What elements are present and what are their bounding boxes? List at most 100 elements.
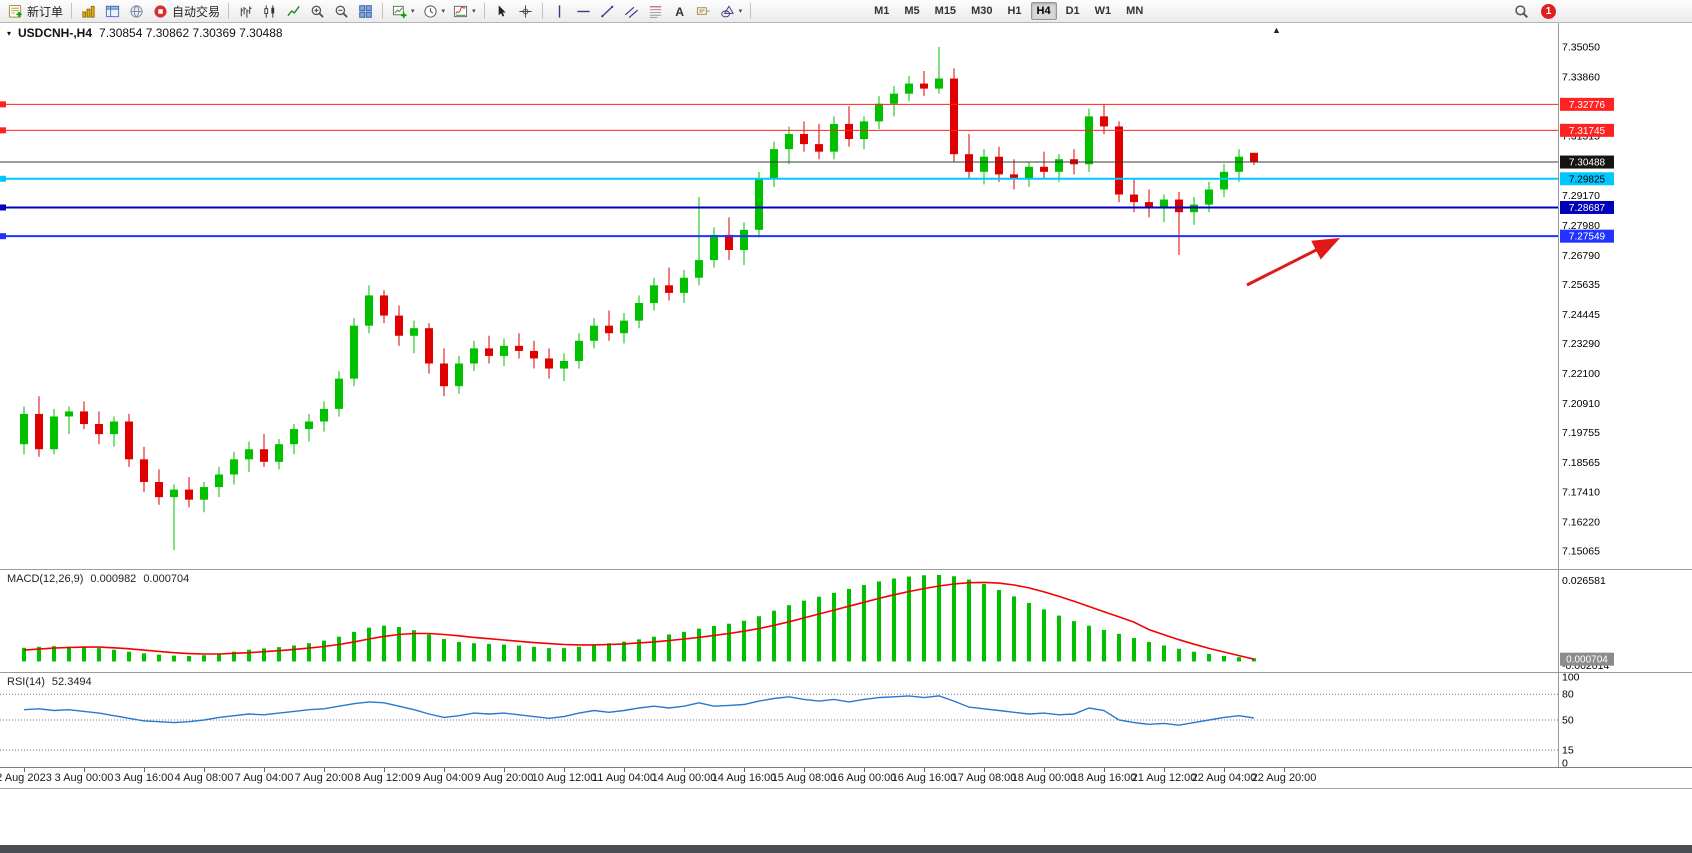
- macd-histogram-bar: [607, 643, 611, 662]
- zoom-in-button[interactable]: [306, 2, 329, 21]
- macd-histogram-bar: [1012, 596, 1016, 662]
- candle: [770, 141, 778, 187]
- search-icon: [1513, 3, 1530, 20]
- time-tick: [1104, 768, 1105, 772]
- time-label: 10 Aug 12:00: [531, 772, 597, 784]
- main-price-chart[interactable]: 7.350507.338607.315157.291707.279807.267…: [0, 23, 1692, 569]
- candle: [590, 318, 598, 349]
- macd-histogram-bar: [397, 626, 401, 662]
- candle: [1010, 159, 1018, 190]
- line-chart-button[interactable]: [282, 2, 305, 21]
- zoom-in-icon: [309, 3, 326, 20]
- time-axis[interactable]: 2 Aug 2023 3 Aug 00:00 3 Aug 16:00 4 Aug 08…: [0, 767, 1692, 789]
- rsi-axis-label: 80: [1562, 689, 1574, 701]
- macd-histogram-bar: [1222, 655, 1226, 662]
- text-label-button[interactable]: [692, 2, 715, 21]
- tf-m15-button[interactable]: M15: [934, 5, 957, 17]
- macd-histogram-bar: [127, 651, 131, 662]
- tf-d1-button[interactable]: D1: [1065, 5, 1080, 17]
- new-chart-button[interactable]: ▾: [388, 2, 418, 21]
- arrows-shapes-button[interactable]: ▾: [716, 2, 746, 21]
- indicators-button[interactable]: ▾: [449, 2, 479, 21]
- tf-m1-button[interactable]: M1: [874, 5, 890, 17]
- autotrading-button[interactable]: 自动交易: [149, 2, 223, 21]
- dropdown-caret-icon[interactable]: ▾: [738, 7, 743, 15]
- candle: [665, 267, 673, 301]
- candle: [140, 446, 148, 493]
- market-watch-button[interactable]: [101, 2, 124, 21]
- line-anchor-handle[interactable]: [0, 127, 6, 134]
- trendline-icon: [599, 3, 616, 20]
- price-axis-label: 7.20910: [1562, 398, 1600, 410]
- macd-histogram-bar: [247, 649, 251, 662]
- tf-h4-button[interactable]: H4: [1030, 2, 1057, 20]
- time-tick: [624, 768, 625, 772]
- dropdown-caret-icon[interactable]: ▾: [472, 7, 476, 15]
- new-order-button[interactable]: 新订单: [4, 2, 66, 21]
- candle: [155, 469, 163, 505]
- vertical-line-button[interactable]: [548, 2, 571, 21]
- line-anchor-handle[interactable]: [0, 204, 6, 211]
- macd-histogram-bar: [727, 623, 731, 662]
- chart-title: ▾ USDCNH-,H4 7.30854 7.30862 7.30369 7.3…: [7, 26, 283, 40]
- data-window-button[interactable]: [125, 2, 148, 21]
- charts-toolbar-button[interactable]: [77, 2, 100, 21]
- chart-corner-arrow[interactable]: ▲: [1272, 25, 1281, 35]
- tf-m5-button[interactable]: M5: [904, 5, 920, 17]
- candlestick-chart-button[interactable]: [258, 2, 281, 21]
- line-anchor-handle[interactable]: [0, 101, 6, 108]
- tf-mn-button[interactable]: MN: [1126, 5, 1144, 17]
- time-label: 17 Aug 08:00: [951, 772, 1017, 784]
- macd-histogram-bar: [172, 655, 176, 662]
- candle: [485, 335, 493, 364]
- cursor-button[interactable]: [490, 2, 513, 21]
- chart-dropdown-caret[interactable]: ▾: [7, 28, 12, 38]
- fibonacci-button[interactable]: [644, 2, 667, 21]
- toolbar-separator: [483, 3, 485, 19]
- time-label: 9 Aug 04:00: [414, 772, 474, 784]
- dropdown-caret-icon[interactable]: ▾: [441, 7, 446, 15]
- macd-histogram-bar: [637, 639, 641, 662]
- candle: [695, 197, 703, 286]
- search-button[interactable]: [1510, 2, 1533, 21]
- macd-value-badge: [1560, 652, 1614, 666]
- tf-h1-button[interactable]: H1: [1007, 5, 1022, 17]
- text-button[interactable]: A: [668, 2, 691, 21]
- bar-chart-button[interactable]: [234, 2, 257, 21]
- horizontal-line-button[interactable]: [572, 2, 595, 21]
- price-badge-label: 7.30488: [1569, 158, 1606, 169]
- line-anchor-handle[interactable]: [0, 233, 6, 240]
- arrow-annotation[interactable]: [1246, 237, 1341, 287]
- time-label: 14 Aug 00:00: [651, 772, 717, 784]
- price-axis-label: 7.33860: [1562, 72, 1600, 84]
- time-tick: [24, 768, 25, 772]
- candle: [80, 401, 88, 430]
- candle: [785, 126, 793, 165]
- crosshair-button[interactable]: [514, 2, 537, 21]
- macd-histogram-bar: [502, 644, 506, 662]
- tf-w1-button[interactable]: W1: [1094, 5, 1112, 17]
- macd-histogram-bar: [1042, 609, 1046, 662]
- time-tick: [984, 768, 985, 772]
- candle: [290, 424, 298, 455]
- notification-badge[interactable]: 1: [1541, 3, 1556, 19]
- candle: [500, 338, 508, 367]
- macd-histogram-bar: [712, 625, 716, 662]
- candle: [185, 476, 193, 508]
- equidistant-channel-button[interactable]: [620, 2, 643, 21]
- time-tick: [924, 768, 925, 772]
- tile-windows-button[interactable]: [354, 2, 377, 21]
- macd-histogram-bar: [967, 579, 971, 662]
- time-tick: [384, 768, 385, 772]
- periods-button[interactable]: ▾: [419, 2, 449, 21]
- candle: [635, 295, 643, 329]
- macd-histogram-bar: [532, 646, 536, 662]
- line-anchor-handle[interactable]: [0, 175, 6, 182]
- macd-histogram-bar: [352, 631, 356, 662]
- tf-m30-button[interactable]: M30: [971, 5, 993, 17]
- macd-histogram-bar: [1252, 658, 1256, 662]
- zoom-out-button[interactable]: [330, 2, 353, 21]
- trendline-button[interactable]: [596, 2, 619, 21]
- dropdown-caret-icon[interactable]: ▾: [411, 7, 415, 15]
